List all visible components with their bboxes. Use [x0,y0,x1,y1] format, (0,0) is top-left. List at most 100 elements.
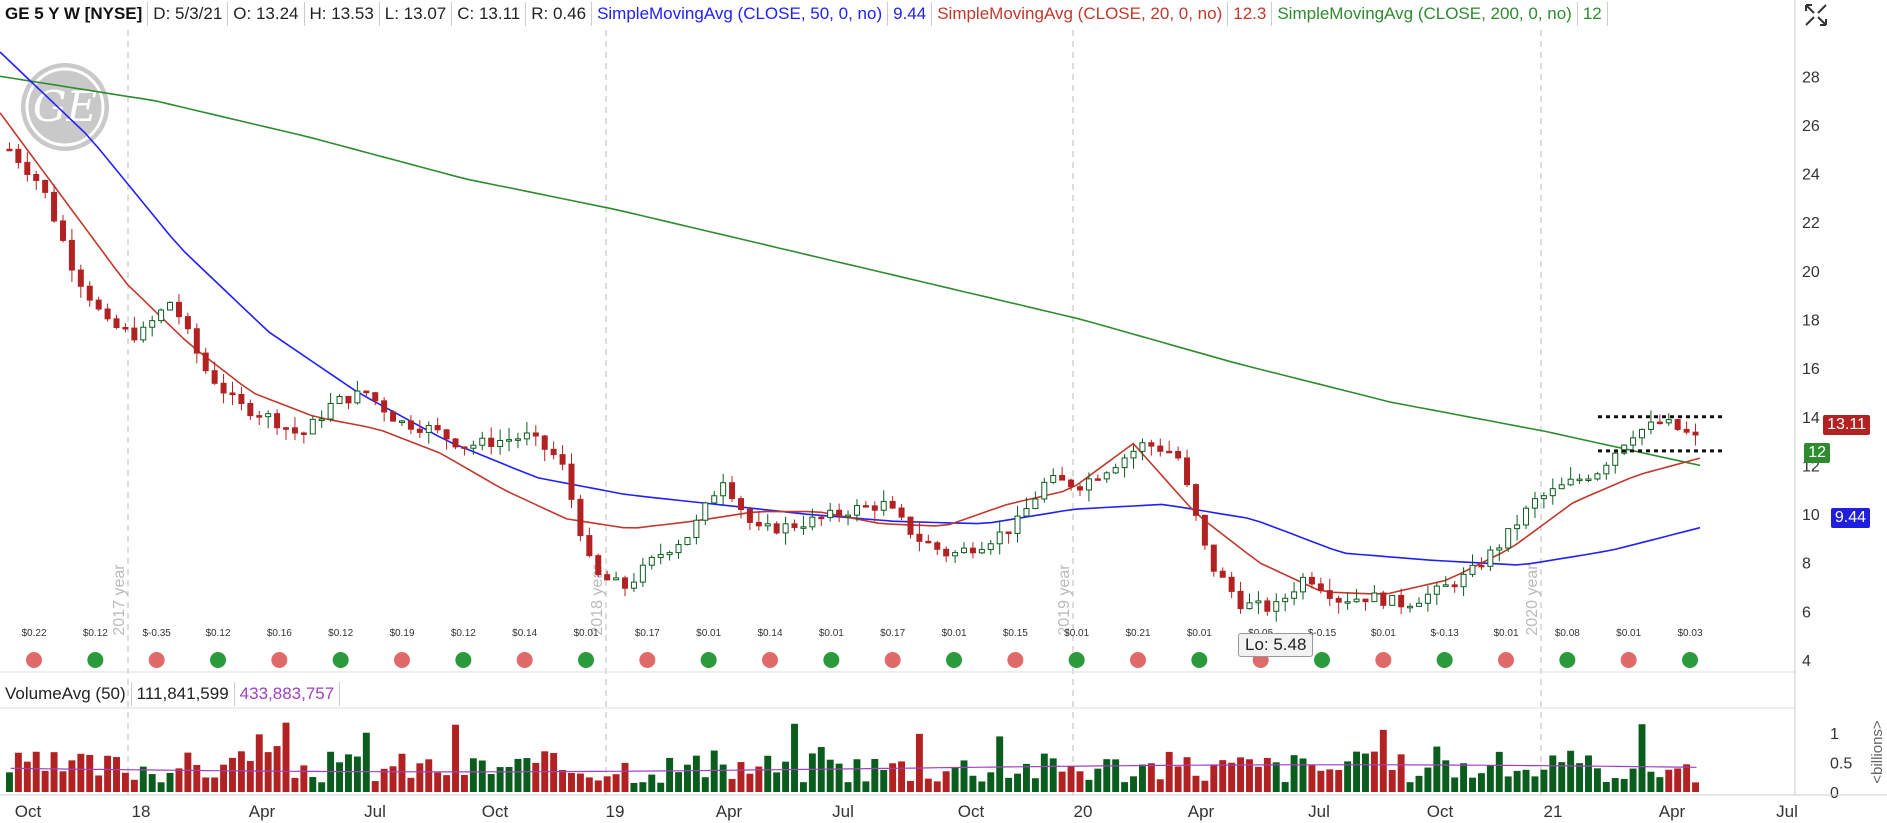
candle-body [345,395,352,404]
volume-tick-label: 0 [1830,785,1839,802]
volume-bar [1103,759,1111,792]
volume-bar [1513,770,1521,792]
earnings-icon [1130,652,1146,668]
dividend-amount: $0.01 [819,628,844,639]
candle-body [381,400,388,413]
sma50-study-label[interactable]: SimpleMovingAvg (CLOSE, 50, 0, no) [592,2,889,26]
volume-bar [550,752,558,792]
candle-body [6,148,13,152]
volume-bar [1415,775,1423,792]
volume-bar [1585,755,1592,792]
candle-body [1514,524,1521,530]
date-tick-label: Jul [1776,802,1798,821]
candle-body [622,577,629,589]
volume-bar [121,772,129,792]
candle-body [1603,464,1610,475]
dividend-amount: $0.12 [83,628,108,639]
candle-body [68,239,75,271]
volume-bar [237,751,245,792]
volume-bar [559,770,567,792]
candle-body [1496,547,1503,551]
volume-bar [291,777,299,792]
volume-bar [1005,777,1013,792]
dividend-icon [1559,652,1576,668]
candle-body [1380,592,1387,606]
volume-bar [1138,764,1146,792]
date-axis: Oct 18 Apr Jul Oct 19 Apr Jul Oct 20 Apr Jul Oct 21 Ap… [15,802,1798,821]
date-label: D: 5/3/21 [148,2,229,26]
sma200-study-label[interactable]: SimpleMovingAvg (CLOSE, 200, 0, no) [1272,2,1578,26]
candle-body [702,502,709,521]
volume-bar [666,757,674,792]
candle-body [470,444,477,449]
volume-bar [1031,778,1039,792]
volume-bar [1486,765,1494,792]
candle-body [452,438,459,448]
open-label: O: 13.24 [228,2,305,26]
earnings-icon [1620,652,1637,668]
volume-bar [77,753,85,792]
volume-bar [728,778,736,792]
dividend-icon [455,652,472,668]
sma20-value: 12.3 [1228,2,1273,26]
dividend-icon [1314,652,1330,668]
price-tick-label: 26 [1802,118,1820,135]
dividend-icon [946,652,962,668]
candle-body [630,581,637,589]
volume-bar [1040,753,1048,792]
candle-body [497,439,504,447]
candle-body [1184,457,1191,486]
candle-body [1683,428,1690,433]
candle-body [1415,602,1422,607]
price-tick-label: 14 [1802,410,1820,427]
candle-body [586,535,593,557]
candle-body [1219,570,1226,578]
candle-body [398,420,405,423]
volume-bar [1290,755,1298,792]
candle-body [1371,592,1378,603]
volume-bar [1442,760,1450,792]
candle-body [961,547,968,554]
candle-body [1237,590,1244,610]
candle-body [1130,450,1137,459]
volume-unit-label: <billions> [1869,720,1886,784]
volume-bar [853,759,861,792]
candle-body [104,308,111,320]
volume-bar [255,734,263,792]
volume-study-label[interactable]: VolumeAvg (50) [0,682,132,706]
candle-body [818,516,825,520]
candle-body [559,454,566,465]
symbol-label[interactable]: GE 5 Y W [NYSE] [0,2,149,26]
volume-bar [1219,760,1227,792]
sma50-tag: 9.44 [1830,508,1870,528]
volume-bar [425,759,433,792]
candle-body [24,161,31,175]
expand-icon[interactable] [1803,2,1829,28]
volume-bar [1674,768,1682,792]
volume-value: 433,883,757 [235,682,341,706]
candle-body [684,537,691,546]
candle-body [1469,564,1476,575]
candle-body [131,327,138,341]
date-tick-label: 21 [1544,802,1563,821]
volume-bar [1210,764,1218,792]
sma20-study-label[interactable]: SimpleMovingAvg (CLOSE, 20, 0, no) [932,2,1229,26]
volume-bar [452,724,459,792]
year-label: 2018 year [589,564,606,636]
volume-bar [1504,776,1512,792]
candle-body [407,420,414,430]
volume-bar [791,723,798,792]
volume-bar [1495,751,1503,792]
candle-body [1451,584,1458,588]
candle-body [1139,442,1146,452]
candle-body [1487,549,1494,567]
volume-bar [996,736,1004,792]
candle-body [506,439,513,442]
earnings-icon [1498,652,1514,668]
volume-bar [407,777,415,792]
dividend-icon [823,652,840,668]
candle-body [613,577,620,581]
sma50-value: 9.44 [888,2,933,26]
candle-body [1424,593,1431,604]
